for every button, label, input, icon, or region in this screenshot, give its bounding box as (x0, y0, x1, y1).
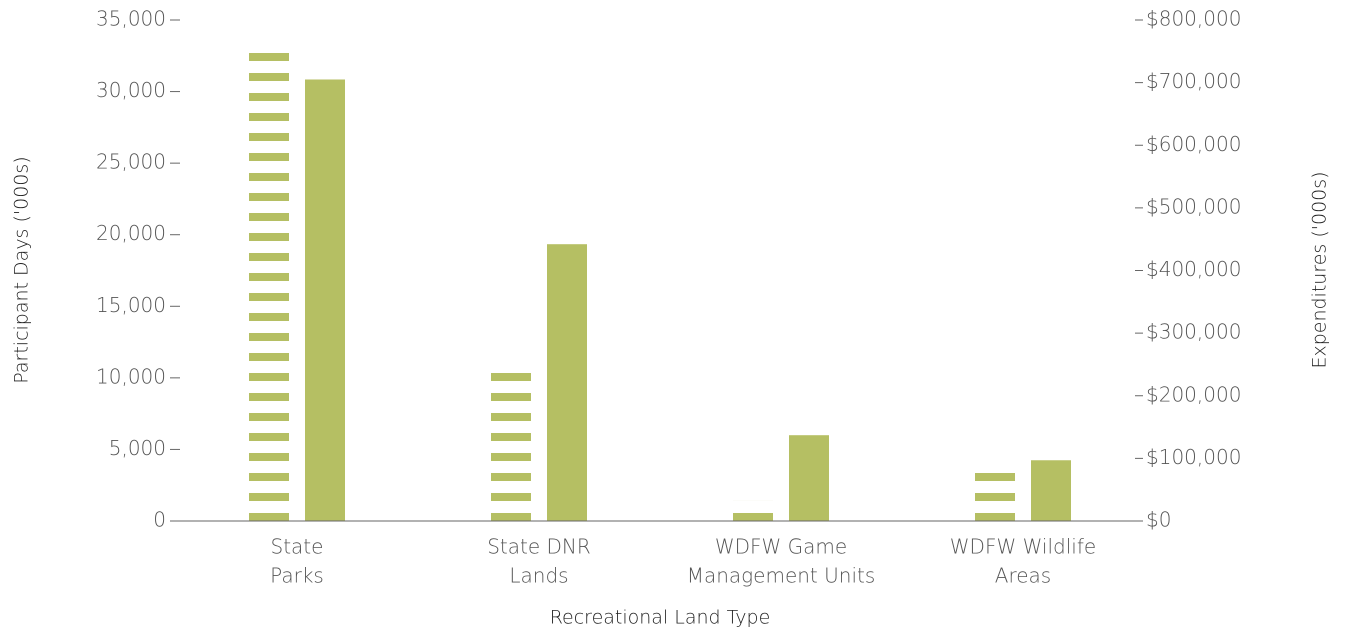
y2-tick-label: $800,000 (1146, 7, 1241, 31)
bar (789, 435, 829, 521)
y-tick-label: 35,000 (96, 7, 166, 31)
y2-axis-title: Expenditures ('000s) (1309, 171, 1331, 368)
bar (733, 500, 773, 521)
bar (249, 48, 289, 521)
x-tick-label: WDFW Wildlife (950, 535, 1096, 559)
x-tick-label: State (271, 535, 324, 559)
y2-tick-label: $600,000 (1146, 132, 1241, 156)
y2-tick-label: $400,000 (1146, 257, 1241, 281)
y2-tick-label: $700,000 (1146, 69, 1241, 93)
y-tick-label: 25,000 (96, 150, 166, 174)
bar (547, 244, 587, 521)
bar (305, 79, 345, 522)
bar (1031, 460, 1071, 521)
bar (975, 462, 1015, 521)
y2-tick-label: $0 (1146, 508, 1171, 532)
x-tick-label: State DNR (487, 535, 591, 559)
y2-tick-label: $100,000 (1146, 445, 1241, 469)
x-tick-label: Parks (270, 564, 324, 588)
x-tick-label: Management Units (687, 564, 876, 588)
x-tick-label: Lands (509, 564, 568, 588)
y2-tick-label: $300,000 (1146, 320, 1241, 344)
bar (491, 363, 531, 521)
x-tick-label: WDFW Game (715, 535, 847, 559)
y-tick-label: 15,000 (96, 293, 166, 317)
x-tick-label: Areas (995, 564, 1051, 588)
x-axis-title: Recreational Land Type (550, 607, 771, 629)
y-tick-label: 0 (153, 508, 166, 532)
y2-tick-label: $500,000 (1146, 194, 1241, 218)
y-axis-title: Participant Days ('000s) (11, 156, 33, 383)
y-tick-label: 20,000 (96, 221, 166, 245)
y-tick-label: 30,000 (96, 78, 166, 102)
y2-tick-label: $200,000 (1146, 382, 1241, 406)
y-tick-label: 5,000 (109, 436, 166, 460)
y-tick-label: 10,000 (96, 364, 166, 388)
